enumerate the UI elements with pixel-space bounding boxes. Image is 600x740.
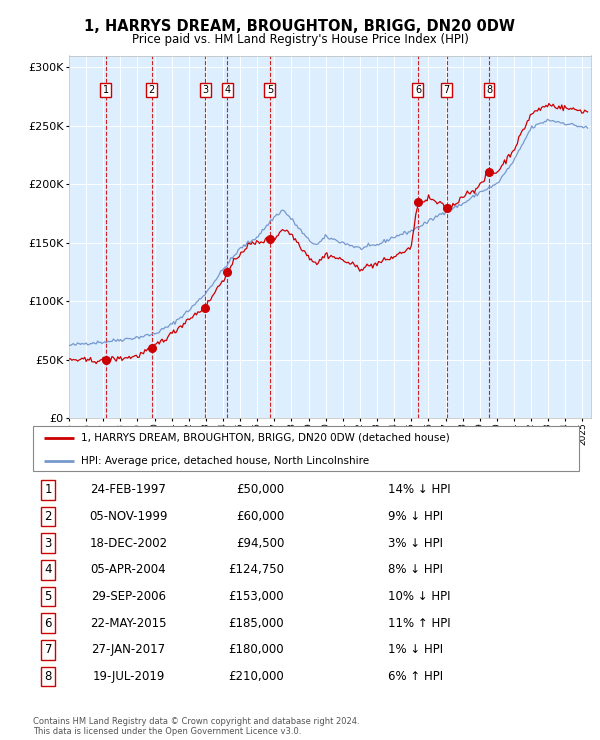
Text: 6% ↑ HPI: 6% ↑ HPI — [388, 670, 443, 683]
Text: 9% ↓ HPI: 9% ↓ HPI — [388, 510, 443, 523]
Text: 1: 1 — [103, 85, 109, 95]
Text: 05-NOV-1999: 05-NOV-1999 — [89, 510, 168, 523]
Text: 1: 1 — [44, 483, 52, 497]
Text: £210,000: £210,000 — [229, 670, 284, 683]
Text: 18-DEC-2002: 18-DEC-2002 — [89, 536, 167, 550]
Text: 1, HARRYS DREAM, BROUGHTON, BRIGG, DN20 0DW (detached house): 1, HARRYS DREAM, BROUGHTON, BRIGG, DN20 … — [81, 433, 450, 443]
Text: £94,500: £94,500 — [236, 536, 284, 550]
Text: £180,000: £180,000 — [229, 643, 284, 656]
Text: 3: 3 — [44, 536, 52, 550]
Text: 8% ↓ HPI: 8% ↓ HPI — [388, 563, 443, 576]
Text: 7: 7 — [443, 85, 450, 95]
Text: 29-SEP-2006: 29-SEP-2006 — [91, 590, 166, 603]
Text: 2: 2 — [44, 510, 52, 523]
Text: £153,000: £153,000 — [229, 590, 284, 603]
Text: HPI: Average price, detached house, North Lincolnshire: HPI: Average price, detached house, Nort… — [81, 457, 369, 466]
Text: 6: 6 — [44, 616, 52, 630]
Text: 19-JUL-2019: 19-JUL-2019 — [92, 670, 165, 683]
Text: Contains HM Land Registry data © Crown copyright and database right 2024.
This d: Contains HM Land Registry data © Crown c… — [33, 717, 359, 736]
Text: 8: 8 — [486, 85, 492, 95]
Text: 5: 5 — [44, 590, 52, 603]
Text: 1% ↓ HPI: 1% ↓ HPI — [388, 643, 443, 656]
Text: 05-APR-2004: 05-APR-2004 — [91, 563, 166, 576]
Text: 14% ↓ HPI: 14% ↓ HPI — [388, 483, 451, 497]
Text: 10% ↓ HPI: 10% ↓ HPI — [388, 590, 451, 603]
Text: 7: 7 — [44, 643, 52, 656]
Text: £185,000: £185,000 — [229, 616, 284, 630]
FancyBboxPatch shape — [33, 425, 579, 471]
Text: 1, HARRYS DREAM, BROUGHTON, BRIGG, DN20 0DW: 1, HARRYS DREAM, BROUGHTON, BRIGG, DN20 … — [85, 19, 515, 34]
Text: 3% ↓ HPI: 3% ↓ HPI — [388, 536, 443, 550]
Text: 4: 4 — [224, 85, 230, 95]
Text: 27-JAN-2017: 27-JAN-2017 — [91, 643, 166, 656]
Text: Price paid vs. HM Land Registry's House Price Index (HPI): Price paid vs. HM Land Registry's House … — [131, 33, 469, 47]
Text: 22-MAY-2015: 22-MAY-2015 — [91, 616, 167, 630]
Text: 24-FEB-1997: 24-FEB-1997 — [91, 483, 166, 497]
Text: 8: 8 — [44, 670, 52, 683]
Text: 11% ↑ HPI: 11% ↑ HPI — [388, 616, 451, 630]
Text: 6: 6 — [415, 85, 421, 95]
Text: 4: 4 — [44, 563, 52, 576]
Text: 5: 5 — [267, 85, 273, 95]
Text: £60,000: £60,000 — [236, 510, 284, 523]
Text: £50,000: £50,000 — [236, 483, 284, 497]
Text: 2: 2 — [149, 85, 155, 95]
Text: £124,750: £124,750 — [228, 563, 284, 576]
Text: 3: 3 — [202, 85, 208, 95]
